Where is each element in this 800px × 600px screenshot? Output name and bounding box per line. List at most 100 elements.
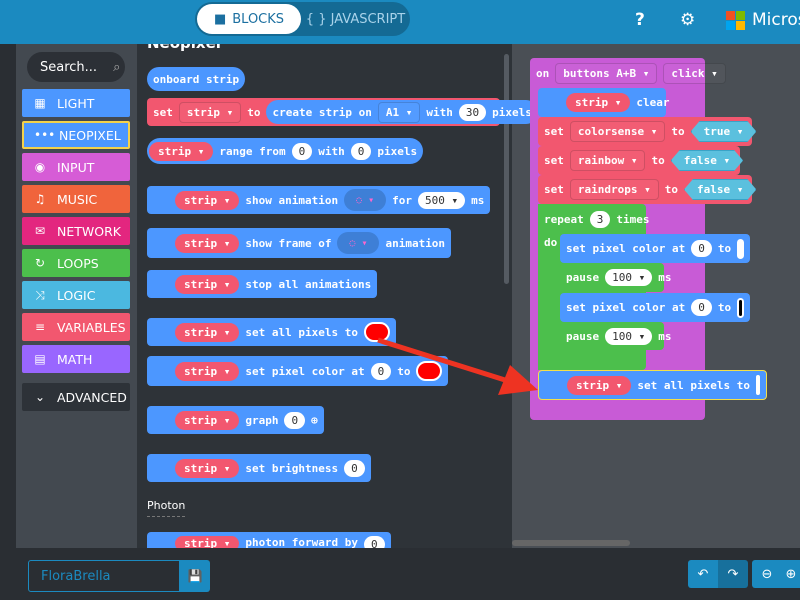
help-icon[interactable]: ? bbox=[635, 10, 645, 30]
color-swatch[interactable] bbox=[416, 361, 443, 381]
block-show-frame[interactable]: strip ▾ show frame of ◌ ▾ animation bbox=[147, 228, 452, 258]
tab-blocks[interactable]: ■ BLOCKS bbox=[197, 4, 301, 34]
variable-dropdown[interactable]: strip ▾ bbox=[178, 101, 242, 123]
shuffle-icon: ⤨ bbox=[35, 287, 45, 302]
variable-dropdown[interactable]: rainbow ▾ bbox=[569, 150, 646, 171]
block-set-pixel-white[interactable]: set pixel color at 0 to bbox=[560, 234, 750, 263]
redo-button[interactable]: ↷ bbox=[718, 560, 748, 588]
category-variables[interactable]: ≡ VARIABLES bbox=[22, 313, 130, 341]
category-logic[interactable]: ⤨ LOGIC bbox=[22, 281, 130, 309]
flyout-scrollbar[interactable] bbox=[504, 54, 509, 284]
variable-dropdown[interactable]: colorsense ▾ bbox=[569, 121, 666, 142]
block-onboard-strip[interactable]: onboard strip bbox=[147, 67, 246, 91]
category-network[interactable]: ✉ NETWORK bbox=[22, 217, 130, 245]
brightness-input[interactable]: 0 bbox=[344, 459, 365, 477]
category-advanced[interactable]: ⌄ ADVANCED bbox=[22, 383, 130, 411]
index-input[interactable]: 0 bbox=[370, 362, 392, 380]
flyout-heading: Neopixel bbox=[147, 44, 221, 52]
category-music[interactable]: ♫ MUSIC bbox=[22, 185, 130, 213]
variable-dropdown[interactable]: raindrops ▾ bbox=[569, 179, 659, 200]
block-pause[interactable]: pause 100 ▾ ms bbox=[560, 263, 672, 292]
block-photon-forward[interactable]: strip ▾ photon forward by 0 bbox=[147, 532, 391, 548]
strip-dropdown[interactable]: strip ▾ bbox=[175, 274, 240, 294]
boolean-dropdown[interactable]: true ▾ bbox=[691, 121, 757, 142]
category-light[interactable]: ▦ LIGHT bbox=[22, 89, 130, 117]
amount-input[interactable]: 0 bbox=[363, 536, 385, 548]
tab-javascript[interactable]: { } JAVASCRIPT bbox=[305, 11, 406, 27]
pixels-input[interactable]: 30 bbox=[458, 103, 487, 121]
block-stop-animations[interactable]: strip ▾ stop all animations bbox=[147, 270, 378, 298]
index-input[interactable]: 0 bbox=[691, 299, 712, 316]
button-dropdown[interactable]: buttons A+B ▾ bbox=[555, 62, 658, 84]
block-set-colorsense[interactable]: set colorsense ▾ to true ▾ bbox=[538, 117, 752, 146]
microsoft-logo[interactable] bbox=[726, 11, 745, 30]
project-name-input[interactable]: FloraBrella bbox=[28, 560, 180, 592]
block-pause[interactable]: pause 100 ▾ ms bbox=[560, 322, 672, 350]
search-input[interactable]: Search... ⌕ bbox=[27, 52, 125, 82]
category-math[interactable]: ▤ MATH bbox=[22, 345, 130, 373]
duration-dropdown[interactable]: 500 ▾ bbox=[417, 191, 466, 209]
pause-dropdown[interactable]: 100 ▾ bbox=[605, 327, 653, 345]
category-input[interactable]: ◉ INPUT bbox=[22, 153, 130, 181]
strip-dropdown[interactable]: strip ▾ bbox=[175, 536, 240, 548]
color-swatch-red[interactable] bbox=[755, 375, 760, 395]
block-text: to bbox=[664, 183, 678, 196]
event-header[interactable]: on buttons A+B ▾ click ▾ bbox=[530, 58, 732, 88]
block-text: set bbox=[153, 105, 173, 119]
block-set-raindrops[interactable]: set raindrops ▾ to false ▾ bbox=[538, 175, 752, 204]
animation-picker-icon[interactable]: ◌ ▾ bbox=[344, 189, 387, 211]
save-icon[interactable]: 💾 bbox=[180, 560, 210, 592]
color-swatch[interactable] bbox=[363, 322, 390, 342]
category-neopixel[interactable]: ••• NEOPIXEL bbox=[22, 121, 130, 149]
strip-dropdown[interactable]: strip ▾ bbox=[567, 375, 632, 395]
grid-icon: ▦ bbox=[34, 96, 46, 110]
animation-picker-icon[interactable]: ◌ ▾ bbox=[337, 232, 380, 254]
block-set-brightness[interactable]: strip ▾ set brightness 0 bbox=[147, 454, 371, 482]
count-input[interactable]: 0 bbox=[350, 142, 372, 160]
block-show-animation[interactable]: strip ▾ show animation ◌ ▾ for 500 ▾ ms bbox=[147, 186, 491, 214]
color-swatch-black[interactable] bbox=[737, 297, 744, 318]
block-text: set bbox=[544, 125, 564, 138]
strip-dropdown[interactable]: strip ▾ bbox=[175, 233, 240, 253]
block-set-rainbow[interactable]: set rainbow ▾ to false ▾ bbox=[538, 146, 740, 175]
block-text: ms bbox=[471, 193, 485, 207]
tab-label: BLOCKS bbox=[232, 11, 285, 27]
block-set-pixel-color[interactable]: strip ▾ set pixel color at 0 to bbox=[147, 356, 449, 386]
boolean-dropdown[interactable]: false ▾ bbox=[684, 179, 756, 200]
event-dropdown[interactable]: click ▾ bbox=[663, 62, 726, 84]
strip-dropdown[interactable]: strip ▾ bbox=[566, 93, 631, 112]
strip-dropdown[interactable]: strip ▾ bbox=[175, 322, 240, 342]
zoom-out-button[interactable]: ⊖ bbox=[752, 560, 782, 588]
plus-icon[interactable]: ⊕ bbox=[311, 413, 318, 427]
color-swatch-white[interactable] bbox=[737, 238, 744, 259]
gear-icon[interactable]: ⚙ bbox=[680, 10, 696, 30]
pause-dropdown[interactable]: 100 ▾ bbox=[605, 269, 653, 286]
block-text: to bbox=[717, 301, 732, 314]
strip-dropdown[interactable]: strip ▾ bbox=[175, 458, 240, 478]
pin-dropdown[interactable]: A1 ▾ bbox=[377, 101, 421, 123]
undo-button[interactable]: ↶ bbox=[688, 560, 718, 588]
block-strip-clear[interactable]: strip ▾ clear bbox=[538, 88, 669, 117]
from-input[interactable]: 0 bbox=[291, 142, 313, 160]
category-loops[interactable]: ↻ LOOPS bbox=[22, 249, 130, 277]
block-set-all-pixels[interactable]: strip ▾ set all pixels to bbox=[147, 318, 396, 346]
block-text: pixels bbox=[492, 105, 532, 119]
strip-dropdown[interactable]: strip ▾ bbox=[175, 190, 240, 210]
strip-dropdown[interactable]: strip ▾ bbox=[149, 141, 214, 161]
block-graph[interactable]: strip ▾ graph 0 ⊕ bbox=[147, 406, 324, 434]
block-text: set pixel color at bbox=[245, 364, 365, 378]
index-input[interactable]: 0 bbox=[691, 240, 712, 257]
block-set-all-pixels-selected[interactable]: strip ▾ set all pixels to bbox=[538, 370, 767, 400]
create-strip-reporter[interactable]: create strip on A1 ▾ with 30 pixels bbox=[266, 100, 538, 124]
boolean-dropdown[interactable]: false ▾ bbox=[671, 150, 743, 171]
value-input[interactable]: 0 bbox=[284, 411, 306, 429]
puzzle-icon: ■ bbox=[213, 11, 227, 27]
times-input[interactable]: 3 bbox=[589, 210, 611, 228]
workspace-scrollbar[interactable] bbox=[512, 540, 630, 546]
block-set-strip[interactable]: set strip ▾ to create strip on A1 ▾ with 30 pix… bbox=[147, 98, 538, 126]
block-range[interactable]: strip ▾ range from 0 with 0 pixels bbox=[147, 138, 424, 164]
strip-dropdown[interactable]: strip ▾ bbox=[175, 361, 240, 381]
block-set-pixel-black[interactable]: set pixel color at 0 to bbox=[560, 293, 750, 322]
zoom-in-button[interactable]: ⊕ bbox=[782, 560, 800, 588]
strip-dropdown[interactable]: strip ▾ bbox=[175, 410, 240, 430]
